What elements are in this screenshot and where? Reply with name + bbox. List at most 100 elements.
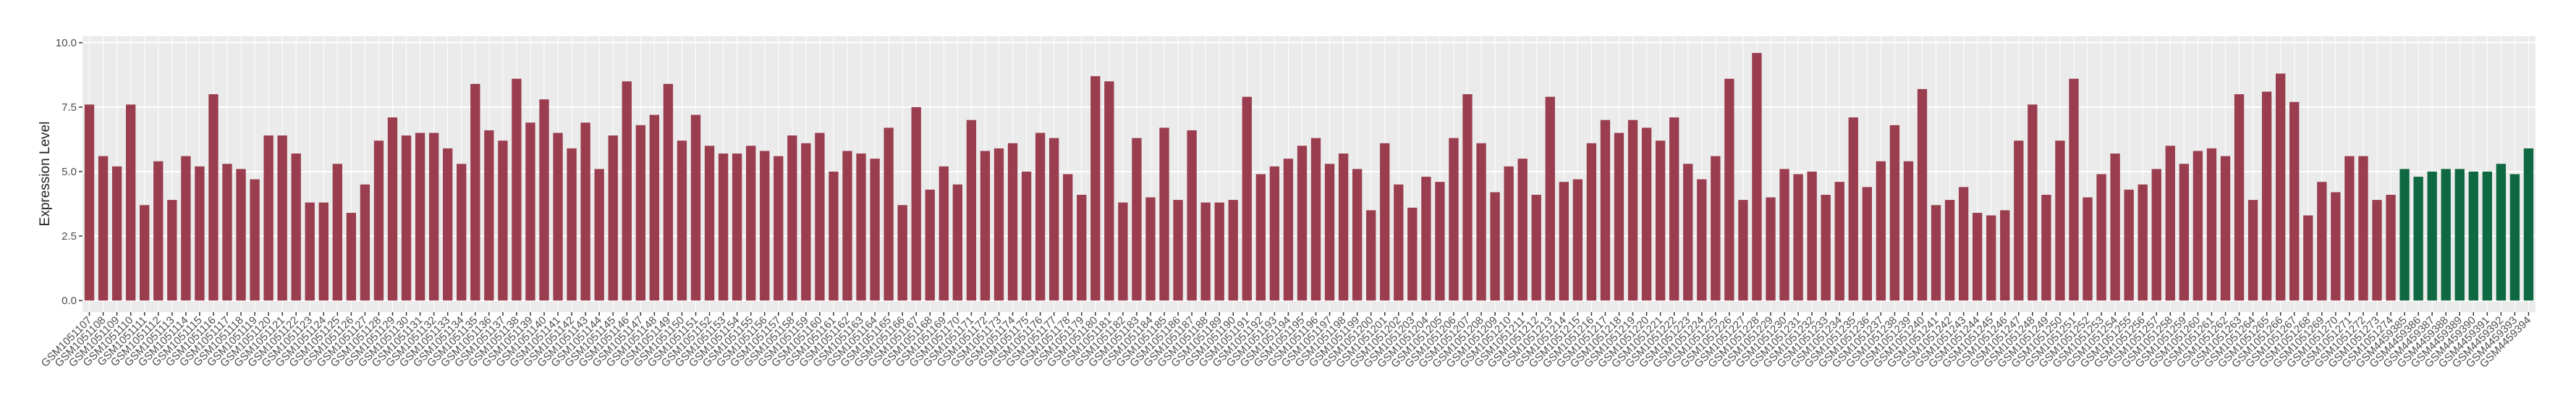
bar [332,164,342,301]
bar [2165,146,2175,301]
bar [1394,184,1404,301]
bar [2427,171,2437,301]
bar [1504,166,1514,301]
bar [305,202,315,301]
bar [2138,184,2148,301]
bar [1655,140,1666,301]
bar [2523,148,2534,301]
bar [884,127,894,301]
bar [1517,159,1528,301]
bar [2317,182,2327,301]
bar [2247,200,2258,301]
y-tick-label: 2.5 [62,230,77,243]
bar [208,94,219,301]
bar [2179,164,2190,301]
bar [1559,182,1569,301]
bar [525,122,535,301]
bar [746,146,756,301]
y-tick-label: 10.0 [56,37,77,49]
bar [718,154,729,301]
bar [2041,194,2051,301]
bar [2096,174,2106,301]
bar [2055,140,2065,301]
bar [1035,133,1046,301]
bar [1366,210,1376,301]
bar [263,135,274,301]
bar [1848,117,1858,301]
bar [2454,169,2465,301]
bar [250,179,260,301]
bar [1187,130,1197,301]
bar [1917,88,1928,301]
bar [952,184,963,301]
bar [1973,212,1983,301]
bar [2261,91,2272,301]
bar [98,156,109,301]
bar [1269,166,1280,301]
bar [373,140,384,301]
bar [2399,169,2410,301]
bar [1407,207,1418,301]
bar [1669,117,1679,301]
bar [2220,156,2231,301]
y-tick-label: 7.5 [62,101,77,114]
bar [2413,177,2423,301]
bar [2014,140,2024,301]
bar [2069,78,2079,301]
bar [1862,187,1872,301]
bar [663,83,674,301]
bar [980,151,991,301]
bar [2192,151,2203,301]
bar [649,114,660,301]
bar [277,135,287,301]
bar [2386,194,2396,301]
bar [2372,200,2382,301]
bar [318,202,329,301]
bar [1310,138,1321,301]
bar [2331,192,2341,301]
bar [428,133,439,301]
bar [1793,174,1803,301]
bar [2028,104,2038,301]
bar [167,200,177,301]
y-axis-label: Expression Level [38,122,53,227]
bar [1476,143,1486,301]
bar [1531,194,1541,301]
bar [1986,215,1996,301]
bar [1449,138,1459,301]
bar [1738,200,1748,301]
bar [2303,215,2313,301]
bar [2000,210,2010,301]
bar [2234,94,2245,301]
bar [181,156,191,301]
bar [2289,101,2300,301]
bar [1242,96,1252,301]
bar [84,104,95,301]
bar [1297,146,1308,301]
bar [1807,171,1817,301]
bar [346,212,357,301]
bar [690,114,701,301]
bar [1228,200,1238,301]
bar [539,99,549,301]
bar [457,164,467,301]
bar [443,148,453,301]
bar [1380,143,1390,301]
bar [2482,171,2493,301]
bar [1724,78,1734,301]
bar [1545,96,1555,301]
bar [1090,76,1101,301]
bar [498,140,508,301]
bar [925,189,935,301]
bar [153,161,164,301]
bar [787,135,797,301]
bar [2151,169,2161,301]
bar [732,154,742,301]
bar [1889,125,1900,301]
bar [195,166,205,301]
bar [1931,205,1941,301]
bar [111,166,122,301]
bar [704,146,715,301]
bar [2509,174,2520,301]
bar [1063,174,1073,301]
